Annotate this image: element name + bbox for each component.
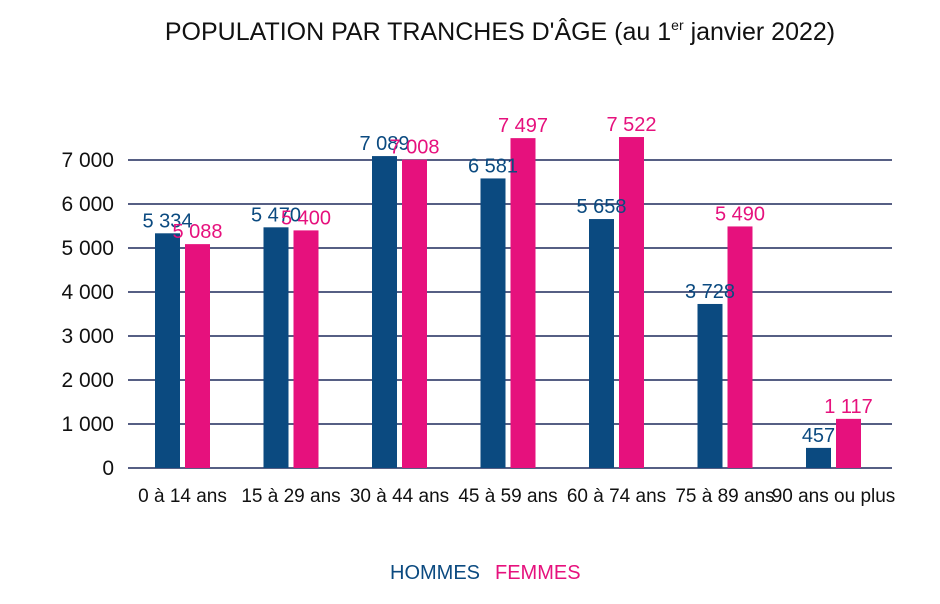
- y-tick-label: 6 000: [61, 193, 114, 216]
- data-label-hommes: 457: [802, 425, 835, 447]
- x-tick-label: 15 à 29 ans: [241, 486, 340, 507]
- y-tick-label: 4 000: [61, 281, 114, 304]
- chart-title-superscript: er: [671, 17, 684, 33]
- bar-femmes: [511, 138, 536, 468]
- data-label-hommes: 5 658: [576, 196, 626, 218]
- x-tick-label: 75 à 89 ans: [675, 486, 774, 507]
- bar-femmes: [294, 230, 319, 468]
- x-tick-label: 30 à 44 ans: [350, 486, 449, 507]
- data-label-femmes: 7 522: [606, 114, 656, 136]
- data-label-femmes: 1 117: [824, 396, 873, 418]
- bar-hommes: [155, 233, 180, 468]
- y-tick-label: 1 000: [61, 413, 114, 436]
- data-label-femmes: 7 497: [498, 115, 548, 137]
- data-label-femmes: 7 008: [389, 137, 439, 159]
- data-label-femmes: 5 490: [715, 203, 765, 225]
- bar-hommes: [589, 219, 614, 468]
- chart-title: POPULATION PAR TRANCHES D'ÂGE (au 1er ja…: [165, 17, 835, 46]
- x-tick-label: 45 à 59 ans: [458, 486, 557, 507]
- legend: HOMMES FEMMES: [390, 562, 581, 584]
- bar-femmes: [728, 226, 753, 468]
- bar-femmes: [402, 160, 427, 468]
- bar-hommes: [481, 178, 506, 468]
- y-tick-label: 2 000: [61, 369, 114, 392]
- x-tick-label: 60 à 74 ans: [567, 486, 666, 507]
- bar-hommes: [372, 156, 397, 468]
- y-tick-label: 0: [102, 457, 114, 480]
- x-tick-label: 0 à 14 ans: [138, 486, 227, 507]
- chart-title-main: POPULATION PAR TRANCHES D'ÂGE (au 1: [165, 17, 671, 46]
- y-tick-label: 7 000: [61, 149, 114, 172]
- bar-femmes: [836, 419, 861, 468]
- y-tick-label: 3 000: [61, 325, 114, 348]
- data-label-femmes: 5 400: [281, 207, 331, 229]
- x-axis-ticks: 0 à 14 ans 15 à 29 ans 30 à 44 ans 45 à 59 …: [138, 486, 895, 507]
- chart-title-end: janvier 2022): [684, 18, 835, 46]
- bars: [155, 137, 861, 468]
- data-label-femmes: 5 088: [172, 221, 222, 243]
- data-label-hommes: 3 728: [685, 281, 735, 303]
- y-axis-ticks: 0 1 000 2 000 3 000 4 000 5 000 6 000 7 000: [61, 149, 114, 480]
- bar-femmes: [619, 137, 644, 468]
- y-tick-label: 5 000: [61, 237, 114, 260]
- bar-hommes: [806, 448, 831, 468]
- legend-femmes: FEMMES: [495, 562, 581, 584]
- bar-hommes: [264, 227, 289, 468]
- x-tick-label: 90 ans ou plus: [772, 486, 896, 507]
- bar-femmes: [185, 244, 210, 468]
- legend-hommes: HOMMES: [390, 562, 480, 584]
- gridlines: [128, 160, 892, 468]
- data-label-hommes: 6 581: [468, 155, 518, 177]
- bar-hommes: [698, 304, 723, 468]
